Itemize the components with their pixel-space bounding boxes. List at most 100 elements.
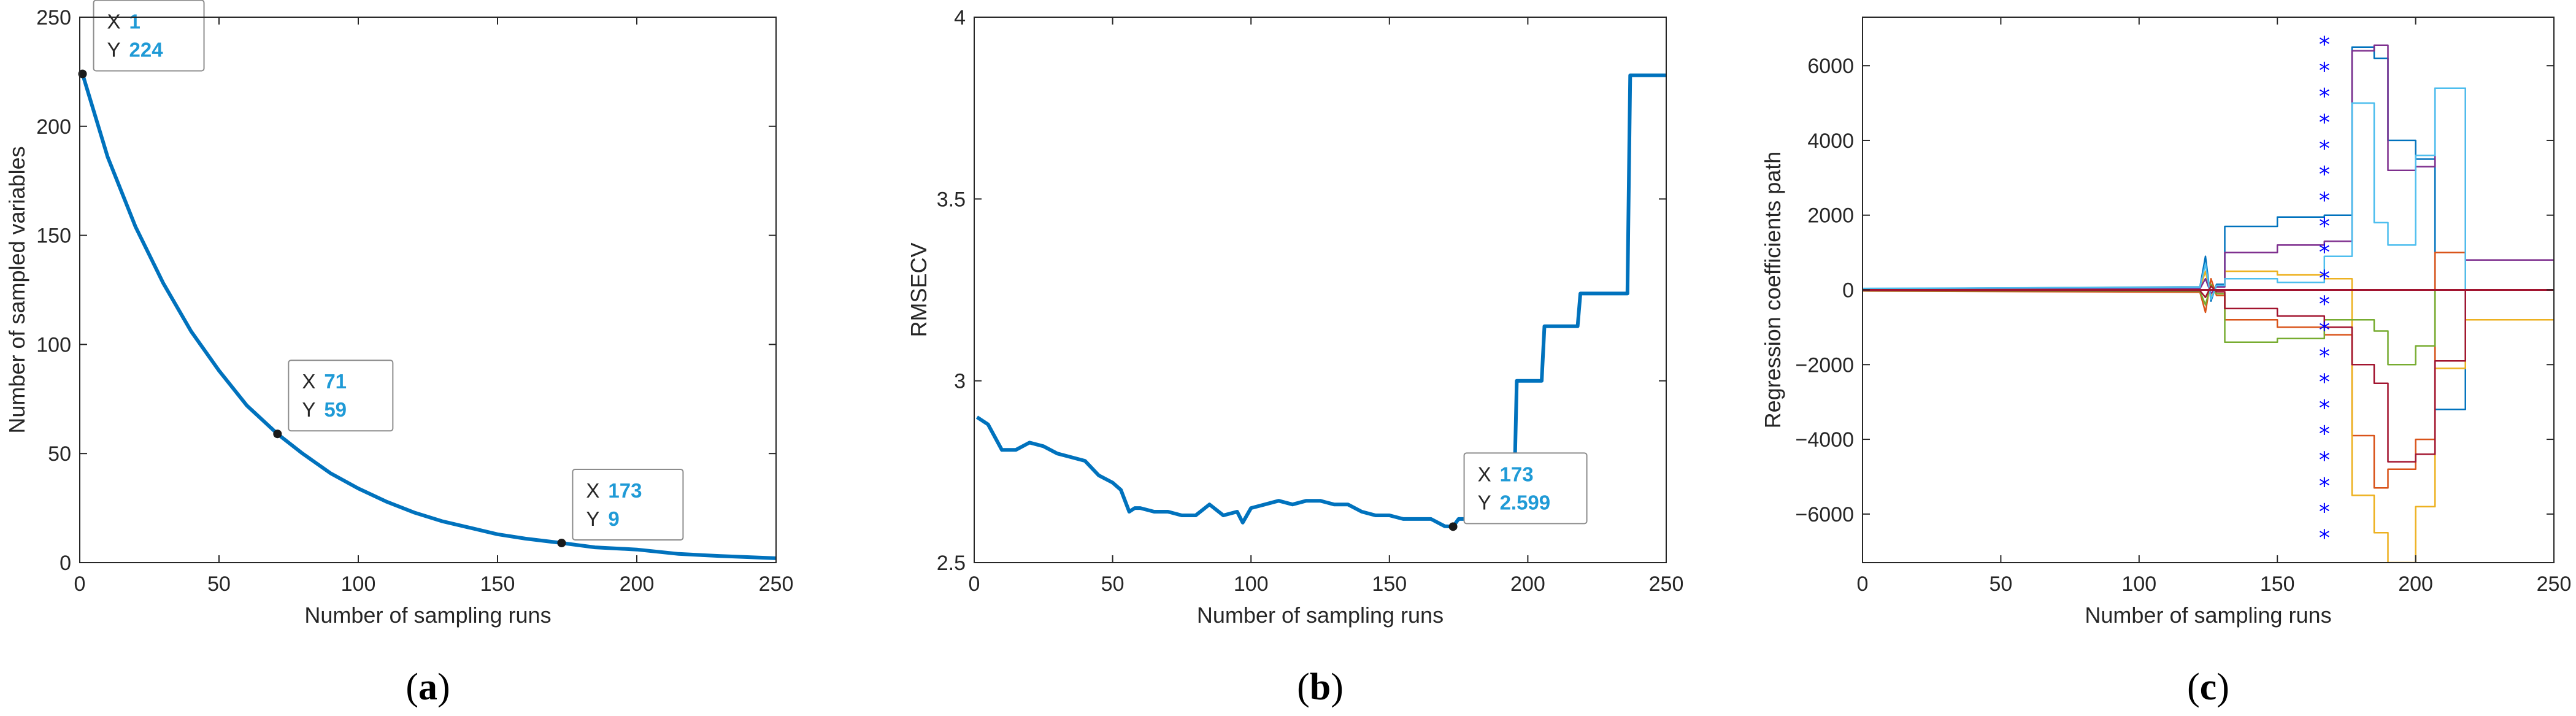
datatip[interactable]: X 1Y 224 xyxy=(78,0,205,79)
datatip-x-value: 173 xyxy=(608,479,642,502)
marker-star: * xyxy=(2319,370,2330,395)
x-tick-label: 250 xyxy=(1649,572,1684,596)
marker-star: * xyxy=(2319,84,2330,109)
y-tick-label: 3 xyxy=(954,370,966,393)
datatip-box xyxy=(93,0,205,72)
marker-star: * xyxy=(2319,136,2330,161)
panel-a-letter: a xyxy=(418,666,437,708)
panel-a-y-ticks: 0 50 100 150 200 250 xyxy=(36,6,776,575)
datatip-x-key: X xyxy=(1478,463,1491,485)
y-tick-label: 0 xyxy=(60,552,71,575)
datatip-y-value: 2.599 xyxy=(1500,491,1551,514)
series-line-0 xyxy=(80,73,776,560)
y-tick-label: 200 xyxy=(36,115,71,139)
datatip-box xyxy=(572,468,684,541)
x-tick-label: 50 xyxy=(1989,572,2012,596)
panel-b-label: (b) xyxy=(1297,666,1344,708)
marker-star: * xyxy=(2319,344,2330,369)
datatip-point xyxy=(1448,522,1458,531)
datatip-y-key: Y xyxy=(302,398,315,421)
x-tick-label: 250 xyxy=(2537,572,2572,596)
marker-star: * xyxy=(2319,188,2330,213)
y-tick-label: 4000 xyxy=(1807,129,1854,153)
panel-b-x-axis-label: Number of sampling runs xyxy=(1197,602,1444,628)
x-tick-label: 150 xyxy=(480,572,515,596)
datatip[interactable]: X 71 Y 59 xyxy=(273,360,394,439)
marker-star: * xyxy=(2319,422,2330,447)
x-tick-label: 0 xyxy=(1857,572,1869,596)
datatip-y-key: Y xyxy=(107,38,121,61)
x-tick-label: 100 xyxy=(1234,572,1269,596)
panel-a-label: (a) xyxy=(406,666,450,708)
series-line-5 xyxy=(1863,87,2554,300)
x-tick-label: 200 xyxy=(2398,572,2433,596)
y-tick-label: 100 xyxy=(36,333,71,356)
marker-star: * xyxy=(2319,240,2330,265)
x-tick-label: 250 xyxy=(759,572,794,596)
x-tick-label: 150 xyxy=(1372,572,1407,596)
panel-a-series xyxy=(80,73,776,560)
marker-star: * xyxy=(2319,292,2330,317)
marker-star: * xyxy=(2319,318,2330,343)
datatip-point xyxy=(78,69,87,79)
panel-c-series xyxy=(1863,44,2554,563)
marker-star: * xyxy=(2319,214,2330,239)
y-tick-label: 3.5 xyxy=(937,188,966,211)
panel-c-letter: c xyxy=(2200,666,2217,708)
y-tick-label: −4000 xyxy=(1796,428,1855,452)
datatip-x-value: 1 xyxy=(129,10,140,33)
x-tick-label: 0 xyxy=(74,572,86,596)
marker-star: * xyxy=(2319,525,2330,550)
marker-star: * xyxy=(2319,110,2330,136)
panel-c: ******************** 0 50 100 150 200 250 −60… xyxy=(1760,17,2571,708)
datatip[interactable]: X 173 Y 2.599 xyxy=(1448,452,1588,531)
datatip-box xyxy=(1463,452,1588,525)
datatip[interactable]: X 173 Y 9 xyxy=(557,468,684,547)
panel-b-y-axis-label: RMSECV xyxy=(906,242,931,337)
y-tick-label: 2.5 xyxy=(937,552,966,575)
y-tick-label: 2000 xyxy=(1807,204,1854,228)
datatip-x-key: X xyxy=(302,370,315,393)
y-tick-label: 250 xyxy=(36,6,71,29)
panel-c-x-ticks: 0 50 100 150 200 250 xyxy=(1857,17,2572,596)
marker-star: * xyxy=(2319,447,2330,472)
y-tick-label: 6000 xyxy=(1807,55,1854,78)
datatip-y-value: 224 xyxy=(129,38,164,61)
x-tick-label: 200 xyxy=(620,572,655,596)
marker-star: * xyxy=(2319,162,2330,187)
y-tick-label: −2000 xyxy=(1796,353,1855,377)
x-tick-label: 50 xyxy=(207,572,231,596)
panel-a-y-axis-label: Number of sampled variables xyxy=(4,146,29,433)
datatip-y-value: 59 xyxy=(324,398,347,421)
panel-b-x-ticks: 0 50 100 150 200 250 xyxy=(969,17,1684,596)
y-tick-label: 0 xyxy=(1842,279,1854,302)
panel-c-marker-line: ******************** xyxy=(2319,33,2330,551)
panel-b-y-ticks: 2.5 3 3.5 4 xyxy=(937,6,1666,575)
x-tick-label: 100 xyxy=(2121,572,2156,596)
x-tick-label: 200 xyxy=(1510,572,1545,596)
y-tick-label: 150 xyxy=(36,225,71,248)
marker-star: * xyxy=(2319,499,2330,525)
datatip-x-key: X xyxy=(586,479,599,502)
x-tick-label: 0 xyxy=(969,572,980,596)
datatip-y-value: 9 xyxy=(608,507,619,530)
panel-c-y-axis-label: Regression coefficients path xyxy=(1760,152,1785,429)
panel-b-datatips: X 173 Y 2.599 xyxy=(1448,452,1588,531)
panel-a-x-ticks: 0 50 100 150 200 250 xyxy=(74,17,794,596)
panel-c-label: (c) xyxy=(2187,666,2229,708)
panel-a-x-axis-label: Number of sampling runs xyxy=(304,602,551,628)
datatip-x-value: 71 xyxy=(324,370,347,393)
datatip-box xyxy=(288,360,394,432)
datatip-point xyxy=(273,429,282,439)
marker-star: * xyxy=(2319,396,2330,421)
y-tick-label: −6000 xyxy=(1796,503,1855,526)
marker-star: * xyxy=(2319,266,2330,291)
datatip-point xyxy=(557,538,566,547)
marker-star: * xyxy=(2319,474,2330,499)
panel-c-x-axis-label: Number of sampling runs xyxy=(2085,602,2331,628)
marker-star: * xyxy=(2319,33,2330,58)
x-tick-label: 100 xyxy=(341,572,376,596)
datatip-x-key: X xyxy=(107,10,121,33)
datatip-y-key: Y xyxy=(586,507,599,530)
